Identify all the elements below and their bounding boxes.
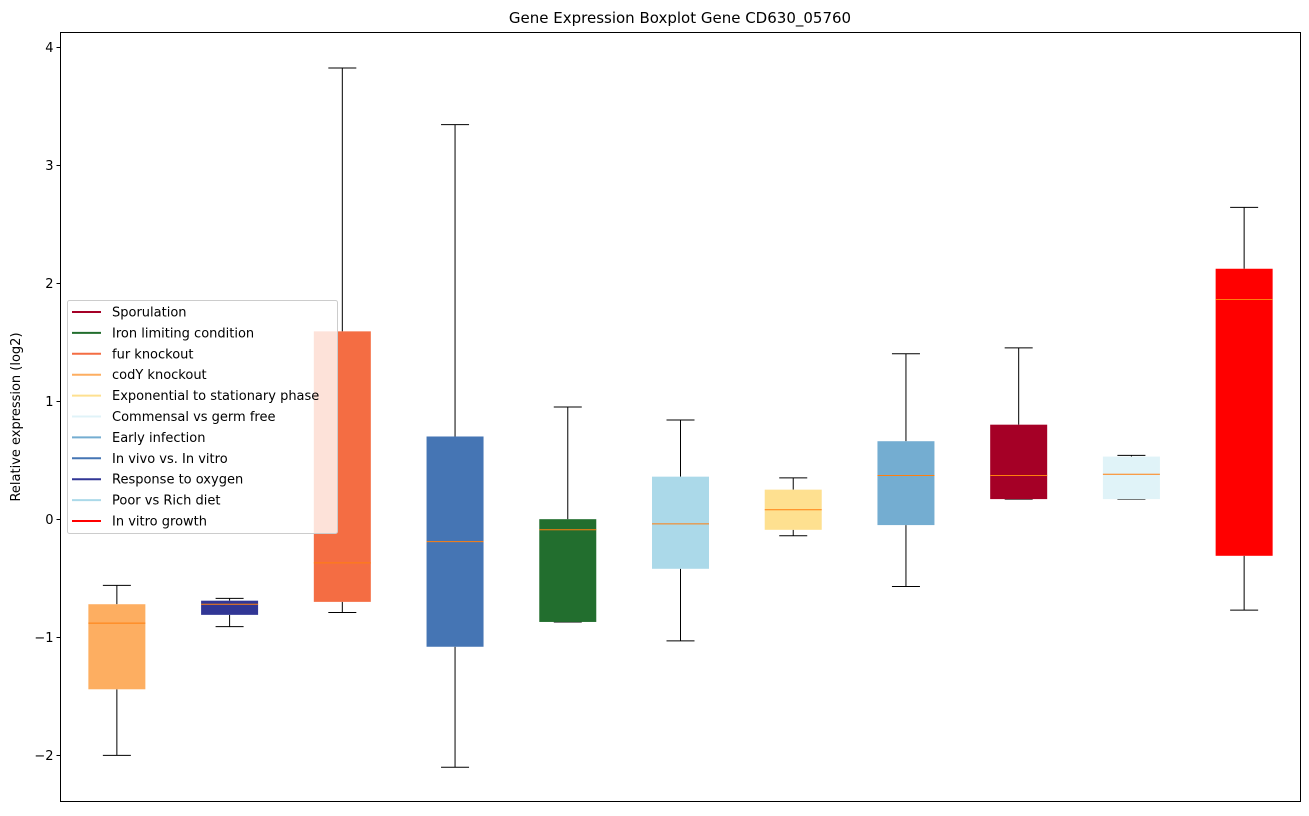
box-4 (426, 124, 484, 768)
legend-label: Commensal vs germ free (112, 410, 275, 425)
legend-item: fur knockout (72, 347, 194, 362)
legend-label: Exponential to stationary phase (112, 389, 319, 404)
legend-label: Iron limiting condition (112, 326, 254, 341)
box-body (990, 424, 1048, 500)
legend-item: codY knockout (72, 368, 207, 383)
box-8 (877, 353, 935, 588)
box-body (539, 519, 597, 622)
y-tick-label: 1 (45, 395, 53, 410)
box-body (1102, 456, 1160, 500)
box-1 (88, 584, 146, 756)
legend-item: In vitro growth (72, 515, 207, 530)
legend-item: Commensal vs germ free (72, 410, 275, 425)
y-tick-label: 4 (45, 41, 53, 56)
legend-label: In vivo vs. In vitro (112, 452, 228, 467)
legend-item: In vivo vs. In vitro (72, 452, 228, 467)
y-tick-label: 2 (45, 277, 53, 292)
legend-item: Exponential to stationary phase (72, 389, 319, 404)
legend-item: Iron limiting condition (72, 326, 254, 341)
box-5 (539, 406, 597, 623)
legend-label: In vitro growth (112, 515, 207, 530)
box-body (88, 604, 146, 690)
legend-item: Early infection (72, 431, 205, 446)
legend: Sporulation Iron limiting condition fur kn… (67, 300, 338, 534)
legend-label: Early infection (112, 431, 205, 446)
box-2 (201, 597, 259, 628)
box-11 (1215, 206, 1273, 611)
legend-item: Response to oxygen (72, 473, 243, 488)
legend-frame (67, 300, 338, 534)
legend-label: Response to oxygen (112, 473, 243, 488)
legend-label: codY knockout (112, 368, 207, 383)
legend-item: Poor vs Rich diet (72, 494, 220, 509)
y-axis-label: Relative expression (log2) (9, 332, 24, 501)
y-tick-label: 0 (45, 513, 53, 528)
legend-label: fur knockout (112, 347, 194, 362)
box-10 (1102, 454, 1160, 500)
plot-frame (60, 32, 1301, 802)
legend-item: Sporulation (72, 306, 187, 321)
box-9 (990, 347, 1048, 500)
box-body (201, 600, 259, 615)
box-6 (652, 419, 709, 642)
box-body (652, 476, 709, 569)
chart-title: Gene Expression Boxplot Gene CD630_05760 (509, 9, 851, 28)
y-tick-label: 3 (45, 159, 53, 174)
legend-label: Sporulation (112, 306, 187, 321)
box-body (877, 441, 935, 526)
box-body (1215, 268, 1273, 556)
box-7 (764, 477, 822, 537)
legend-label: Poor vs Rich diet (112, 494, 220, 509)
y-tick-label: −1 (34, 631, 53, 646)
y-tick-label: −2 (34, 749, 53, 764)
